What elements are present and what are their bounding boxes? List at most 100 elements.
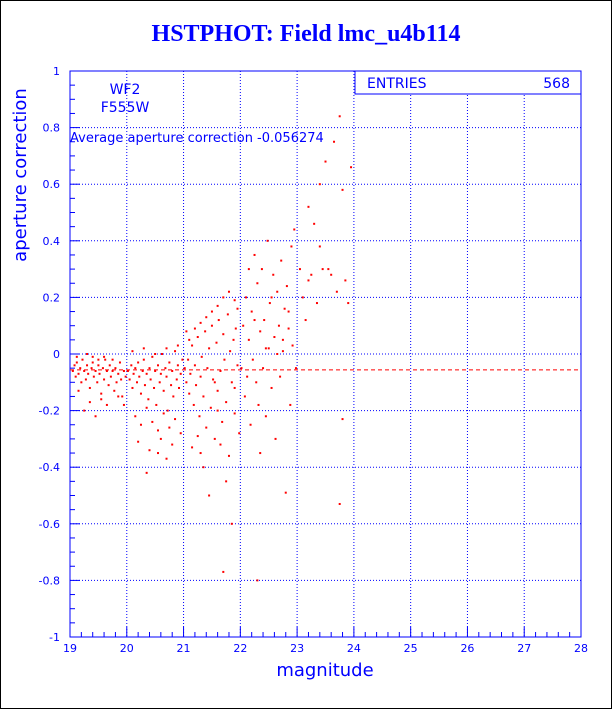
x-tick-label: 27 <box>517 642 531 655</box>
data-point <box>263 319 266 322</box>
data-point <box>92 375 95 378</box>
data-point <box>189 372 192 375</box>
y-axis-label: aperture correction <box>10 88 31 262</box>
data-point <box>270 386 273 389</box>
data-point <box>249 423 252 426</box>
data-point <box>347 302 350 305</box>
data-point <box>100 392 103 395</box>
data-point <box>202 395 205 398</box>
y-tick-label: -0.2 <box>39 405 60 418</box>
data-point <box>289 403 292 406</box>
data-point <box>240 367 243 370</box>
data-point <box>267 347 270 350</box>
data-point <box>200 355 203 358</box>
data-point <box>139 423 142 426</box>
data-point <box>158 381 161 384</box>
data-point <box>149 378 152 381</box>
data-point <box>122 369 125 372</box>
data-point <box>172 395 175 398</box>
data-point <box>206 367 209 370</box>
data-point <box>199 452 202 455</box>
data-point <box>86 353 89 355</box>
data-point <box>154 369 157 372</box>
y-tick-label: -0.4 <box>39 461 60 474</box>
data-point <box>73 364 76 367</box>
chart-title: HSTPHOT: Field lmc_u4b114 <box>151 21 461 47</box>
data-point <box>94 369 97 372</box>
data-point <box>341 418 344 421</box>
data-point <box>196 435 199 438</box>
data-point <box>83 369 86 372</box>
data-point <box>117 372 120 375</box>
data-point <box>164 367 167 370</box>
data-point <box>245 296 248 299</box>
data-point <box>81 358 84 361</box>
data-point <box>84 378 87 381</box>
data-point <box>113 389 116 392</box>
data-point <box>100 398 103 401</box>
data-point <box>276 290 279 293</box>
data-point <box>185 381 188 384</box>
x-tick-label: 26 <box>460 642 474 655</box>
data-point <box>217 319 220 322</box>
data-point <box>77 389 80 392</box>
data-point <box>151 355 154 358</box>
data-point <box>223 358 226 361</box>
data-point <box>321 268 324 271</box>
data-point <box>171 443 174 446</box>
data-point <box>157 364 160 367</box>
data-point <box>128 378 131 381</box>
data-point <box>230 381 233 384</box>
data-point <box>91 355 94 358</box>
average-annotation: Average aperture correction -0.056274 <box>70 131 324 146</box>
data-point <box>236 364 239 367</box>
data-point <box>107 384 110 387</box>
data-point <box>191 446 194 449</box>
data-point <box>225 401 228 404</box>
data-point <box>179 372 182 375</box>
data-point <box>74 375 77 378</box>
data-point <box>97 364 100 367</box>
data-point <box>122 403 125 406</box>
data-point <box>277 324 280 327</box>
data-point <box>175 378 178 381</box>
data-point <box>83 409 86 412</box>
data-point <box>225 480 228 483</box>
data-point <box>283 307 286 310</box>
data-point <box>298 268 301 271</box>
data-point <box>257 403 260 406</box>
data-point <box>188 338 191 341</box>
data-point <box>111 358 114 361</box>
data-point <box>75 355 78 358</box>
data-point <box>145 372 148 375</box>
data-point <box>97 358 100 361</box>
data-point <box>222 296 225 299</box>
data-point <box>142 358 145 361</box>
data-point <box>256 282 259 285</box>
data-point <box>247 268 250 271</box>
data-point <box>291 344 294 347</box>
tick-labels: 19 20 21 22 23 24 25 26 27 28 -1 -0.8 -0.6 -0.4 -0.2 0 0… <box>39 65 588 655</box>
data-point <box>193 364 196 367</box>
data-point <box>307 279 310 282</box>
data-point <box>344 279 347 282</box>
data-point <box>155 403 158 406</box>
data-point <box>118 361 121 364</box>
data-point <box>229 350 232 353</box>
data-point <box>142 347 145 350</box>
data-point <box>157 452 160 455</box>
x-axis-label: magnitude <box>276 660 373 681</box>
data-point <box>168 361 171 364</box>
data-point <box>310 273 313 276</box>
x-tick-label: 25 <box>404 642 418 655</box>
data-point <box>114 367 117 370</box>
data-point <box>205 316 208 319</box>
data-point <box>304 319 307 322</box>
data-point <box>287 310 290 313</box>
data-point <box>219 369 222 372</box>
data-point <box>216 409 219 412</box>
data-point <box>109 375 112 378</box>
data-point <box>124 375 127 378</box>
data-point <box>137 440 140 443</box>
data-point <box>338 115 341 118</box>
